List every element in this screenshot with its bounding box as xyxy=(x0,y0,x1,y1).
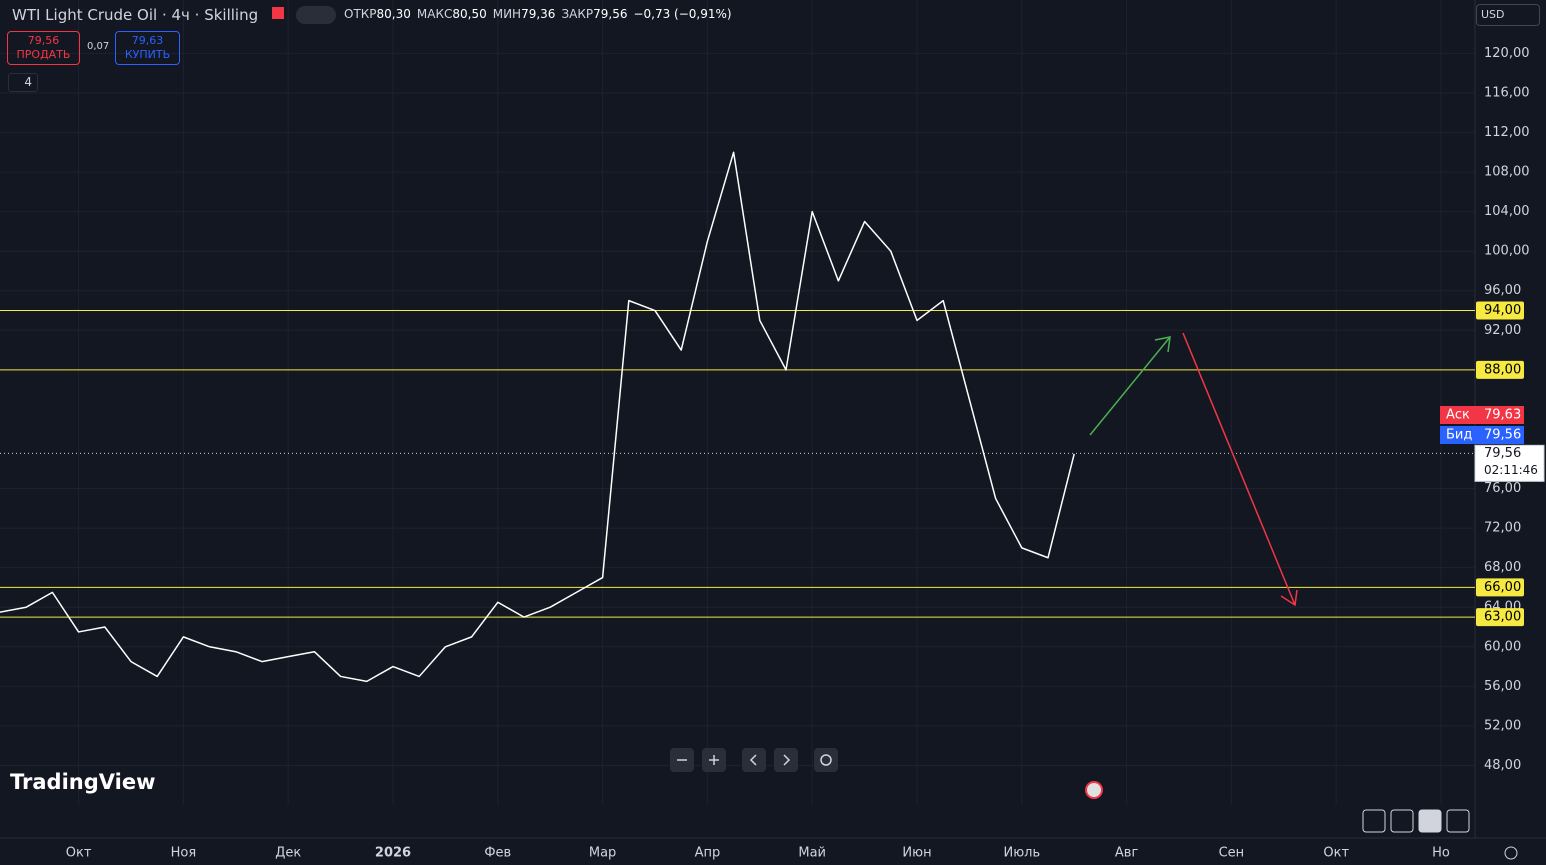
last-price-box xyxy=(1474,444,1545,482)
ask-label: 79,63 xyxy=(1484,408,1521,423)
y-tick-label: 120,00 xyxy=(1484,46,1530,61)
ohlc-value: 79,36 xyxy=(521,7,556,21)
bid-name: Бид xyxy=(1446,428,1472,443)
y-tick-label: 96,00 xyxy=(1484,283,1521,298)
last-price-label: 79,56 xyxy=(1484,446,1521,461)
indicators-toggle[interactable]: 4 xyxy=(8,73,38,92)
x-tick-label: Мар xyxy=(589,846,616,861)
ask-badge xyxy=(1440,406,1524,424)
bid-badge xyxy=(1440,426,1524,444)
x-tick-label: Сен xyxy=(1219,846,1245,861)
y-tick-label: 72,00 xyxy=(1484,521,1521,536)
ohlc: ОТКР80,30 МАКС80,50 МИН79,36 ЗАКР79,56 −0,73… xyxy=(344,7,732,21)
spread: 0,07 xyxy=(87,41,110,52)
x-tick-label: Фев xyxy=(484,846,511,861)
x-tick-label: Но xyxy=(1432,846,1450,861)
ohlc-label: ЗАКР xyxy=(561,7,594,21)
buy-label: КУПИТЬ xyxy=(124,48,171,61)
countdown: 02:11:46 xyxy=(1484,463,1538,477)
x-tick-label: Окт xyxy=(1323,846,1349,861)
level-label: 63,00 xyxy=(1484,610,1521,625)
ohlc-value: 79,56 xyxy=(593,7,628,21)
level-badge xyxy=(1476,608,1524,627)
flag-icon[interactable] xyxy=(1085,781,1103,799)
price-line xyxy=(0,151,1075,683)
x-tick-label: Ноя xyxy=(171,846,197,861)
watermark: TradingView xyxy=(10,770,155,794)
buy-button[interactable]: 79,63 КУПИТЬ xyxy=(115,31,180,65)
x-tick-label: Июн xyxy=(902,846,931,861)
ohlc-label: МИН xyxy=(492,7,522,21)
y-tick-label: 56,00 xyxy=(1484,679,1521,694)
ohlc-label: МАКС xyxy=(416,7,453,21)
y-tick-label: 92,00 xyxy=(1484,323,1521,338)
ohlc-value: 80,50 xyxy=(452,7,487,21)
bottom-toolbar[interactable] xyxy=(1362,809,1518,860)
level-badge xyxy=(1476,578,1524,597)
y-tick-label: 52,00 xyxy=(1484,718,1521,733)
status-pill[interactable] xyxy=(296,6,336,24)
y-tick-label: 60,00 xyxy=(1484,639,1521,654)
x-tick-label: Июль xyxy=(1003,846,1040,861)
y-tick-label: 48,00 xyxy=(1484,758,1521,773)
symbol-title: WTI Light Crude Oil · 4ч · Skilling xyxy=(12,6,259,24)
zoom-controls[interactable] xyxy=(670,748,838,772)
ask-name: Аск xyxy=(1446,408,1470,423)
currency-select[interactable]: USD xyxy=(1476,4,1540,26)
level-label: 66,00 xyxy=(1484,580,1521,595)
level-label: 88,00 xyxy=(1484,362,1521,377)
ohlc-value: 80,30 xyxy=(376,7,411,21)
sell-button[interactable]: 79,56 ПРОДАТЬ xyxy=(7,31,80,65)
ohlc-label: ОТКР xyxy=(344,7,377,21)
level-badge xyxy=(1476,360,1524,379)
y-tick-label: 104,00 xyxy=(1484,204,1530,219)
x-tick-label: Окт xyxy=(66,846,92,861)
flag xyxy=(272,7,284,19)
sell-label: ПРОДАТЬ xyxy=(16,48,71,61)
level-label: 94,00 xyxy=(1484,303,1521,318)
y-tick-label: 116,00 xyxy=(1484,85,1530,100)
change: −0,73 (−0,91%) xyxy=(633,7,732,21)
y-tick-label: 112,00 xyxy=(1484,125,1530,140)
x-tick-label: Май xyxy=(798,846,826,861)
y-tick-label: 76,00 xyxy=(1484,481,1521,496)
green-arrow xyxy=(1089,336,1171,436)
y-tick-label: 68,00 xyxy=(1484,560,1521,575)
x-tick-label: Дек xyxy=(275,846,301,861)
x-tick-label: 2026 xyxy=(375,846,411,861)
buy-price: 79,63 xyxy=(131,34,164,47)
x-tick-label: Апр xyxy=(695,846,721,861)
bid-label: 79,56 xyxy=(1484,428,1521,443)
y-tick-label: 100,00 xyxy=(1484,244,1530,259)
red-arrow xyxy=(1182,332,1298,607)
y-tick-label: 108,00 xyxy=(1484,165,1530,180)
x-tick-label: Авг xyxy=(1115,846,1139,861)
sell-price: 79,56 xyxy=(27,34,60,47)
level-badge xyxy=(1476,301,1524,320)
